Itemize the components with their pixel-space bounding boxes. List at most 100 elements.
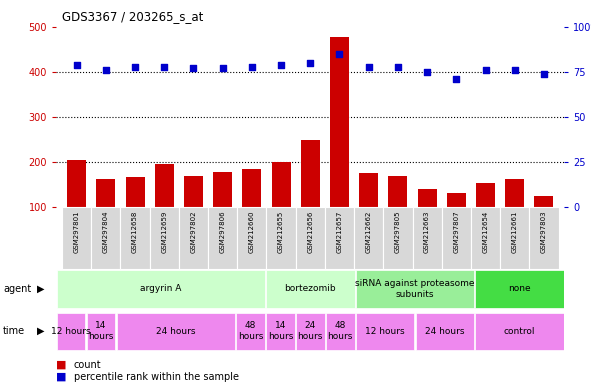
Point: [364, 63, 374, 70]
Bar: [447, 193, 466, 207]
Point: [189, 65, 198, 71]
Point: [277, 62, 286, 68]
Bar: [179, 207, 208, 269]
Bar: [384, 207, 413, 269]
Text: 12 hours: 12 hours: [365, 327, 405, 336]
Text: time: time: [3, 326, 25, 336]
Bar: [418, 189, 437, 207]
Bar: [236, 313, 265, 350]
Bar: [354, 207, 384, 269]
Bar: [356, 313, 414, 350]
Point: [423, 69, 432, 75]
Text: GSM212661: GSM212661: [512, 210, 518, 253]
Bar: [301, 140, 320, 207]
Text: ▶: ▶: [37, 326, 45, 336]
Point: [393, 63, 402, 70]
Bar: [125, 177, 145, 207]
Text: GSM297802: GSM297802: [190, 210, 196, 253]
Bar: [116, 313, 235, 350]
Text: argyrin A: argyrin A: [140, 285, 181, 293]
Text: GDS3367 / 203265_s_at: GDS3367 / 203265_s_at: [62, 10, 203, 23]
Text: GSM297807: GSM297807: [453, 210, 459, 253]
Text: 24 hours: 24 hours: [156, 327, 196, 336]
Text: ▶: ▶: [37, 284, 45, 294]
Text: ■: ■: [56, 372, 67, 382]
Text: 48
hours: 48 hours: [327, 321, 353, 341]
Point: [306, 60, 315, 66]
Text: GSM212658: GSM212658: [132, 210, 138, 253]
Bar: [296, 207, 325, 269]
Text: GSM212659: GSM212659: [161, 210, 167, 253]
Point: [539, 71, 548, 77]
Bar: [534, 196, 553, 207]
Text: bortezomib: bortezomib: [284, 285, 336, 293]
Text: GSM297801: GSM297801: [74, 210, 80, 253]
Bar: [356, 270, 474, 308]
Point: [452, 76, 461, 82]
Text: 24 hours: 24 hours: [425, 327, 465, 336]
Point: [218, 65, 228, 71]
Bar: [413, 207, 441, 269]
Text: GSM212662: GSM212662: [366, 210, 372, 253]
Text: 24
hours: 24 hours: [298, 321, 323, 341]
Text: GSM297803: GSM297803: [541, 210, 547, 253]
Bar: [330, 37, 349, 207]
Text: GSM212655: GSM212655: [278, 210, 284, 253]
Text: count: count: [74, 360, 102, 370]
Bar: [325, 207, 354, 269]
Point: [510, 67, 519, 73]
Text: GSM212654: GSM212654: [482, 210, 489, 253]
Bar: [267, 207, 296, 269]
Text: agent: agent: [3, 284, 31, 294]
Text: siRNA against proteasome
subunits: siRNA against proteasome subunits: [355, 279, 475, 299]
Bar: [62, 207, 91, 269]
Bar: [150, 207, 179, 269]
Text: GSM297804: GSM297804: [103, 210, 109, 253]
Bar: [67, 160, 86, 207]
Bar: [96, 179, 115, 207]
Text: control: control: [504, 327, 535, 336]
Bar: [266, 313, 295, 350]
Bar: [296, 313, 324, 350]
Text: none: none: [508, 285, 531, 293]
Bar: [272, 162, 291, 207]
Text: percentile rank within the sample: percentile rank within the sample: [74, 372, 239, 382]
Bar: [237, 207, 267, 269]
Point: [72, 62, 82, 68]
Bar: [415, 313, 474, 350]
Bar: [505, 179, 524, 207]
Text: GSM212660: GSM212660: [249, 210, 255, 253]
Text: 14
hours: 14 hours: [268, 321, 293, 341]
Bar: [266, 270, 355, 308]
Bar: [208, 207, 237, 269]
Point: [160, 63, 169, 70]
Bar: [155, 164, 174, 207]
Point: [335, 51, 344, 57]
Bar: [121, 207, 150, 269]
Bar: [388, 176, 407, 207]
Point: [130, 63, 139, 70]
Text: ■: ■: [56, 360, 67, 370]
Bar: [57, 313, 86, 350]
Bar: [326, 313, 355, 350]
Text: GSM212657: GSM212657: [336, 210, 343, 253]
Point: [101, 67, 111, 73]
Bar: [359, 173, 378, 207]
Bar: [475, 270, 564, 308]
Point: [247, 63, 256, 70]
Bar: [471, 207, 500, 269]
Bar: [87, 313, 115, 350]
Bar: [91, 207, 121, 269]
Bar: [475, 313, 564, 350]
Bar: [476, 182, 495, 207]
Bar: [441, 207, 471, 269]
Bar: [213, 172, 232, 207]
Text: 12 hours: 12 hours: [51, 327, 91, 336]
Bar: [500, 207, 530, 269]
Text: GSM212656: GSM212656: [307, 210, 313, 253]
Text: 14
hours: 14 hours: [88, 321, 113, 341]
Bar: [530, 207, 558, 269]
Bar: [242, 169, 261, 207]
Text: GSM297805: GSM297805: [395, 210, 401, 253]
Point: [481, 67, 491, 73]
